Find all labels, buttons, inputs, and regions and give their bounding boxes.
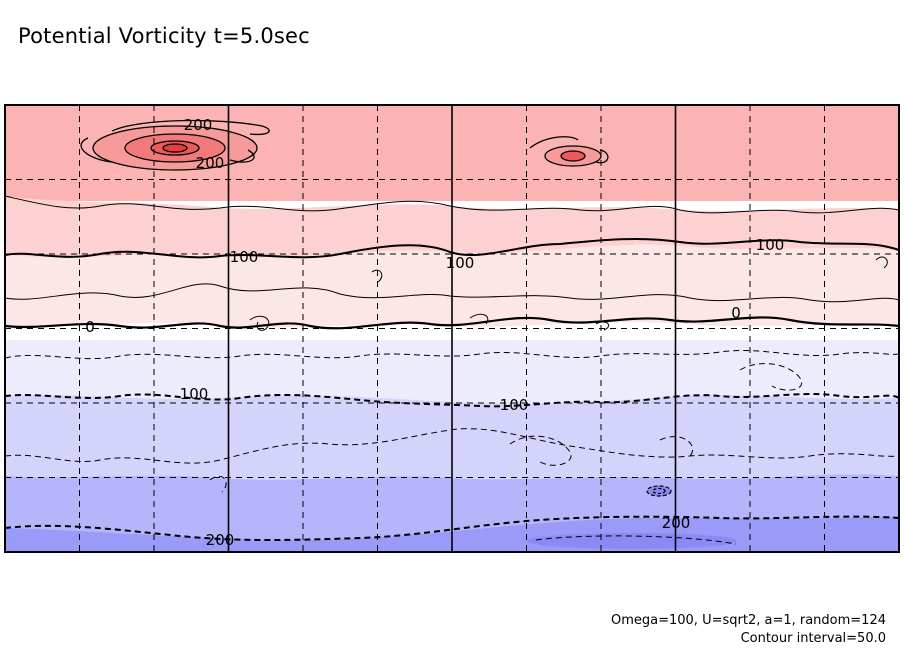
- contour-label: 100: [180, 385, 209, 403]
- contour-label: 200: [196, 154, 225, 172]
- vortex-left: [80, 119, 270, 171]
- vortex-negative: [646, 485, 672, 497]
- vortex-right: [529, 136, 609, 167]
- contour-label: 100: [756, 236, 785, 254]
- grid-major: [227, 105, 677, 552]
- contour-label: 0: [85, 318, 95, 336]
- contour-label: 0: [731, 304, 741, 322]
- contour-interval-note: Contour interval=50.0: [740, 631, 886, 646]
- contour-50: [4, 283, 900, 303]
- contour-label: 100: [446, 254, 475, 272]
- contour-label: 100: [230, 248, 259, 266]
- low-pv-pool: [527, 533, 737, 549]
- parameters-note: Omega=100, U=sqrt2, a=1, random=124: [610, 613, 886, 628]
- contour-150: [4, 195, 900, 214]
- grid: [5, 105, 899, 552]
- contour-label: 200: [184, 116, 213, 134]
- contour-neg100: [4, 393, 900, 408]
- contour-100: [4, 237, 900, 259]
- contour-neg50: [4, 349, 900, 360]
- positive-contours: [4, 195, 900, 331]
- contour-zero: [4, 316, 900, 330]
- contour-label: 200: [662, 514, 691, 532]
- contour-neg150: [4, 428, 900, 464]
- contour-label: 100: [500, 396, 529, 414]
- contour-neg200: [4, 515, 900, 541]
- contour-label: 200: [206, 531, 235, 549]
- contour-labels: 200 200 100 100 100 0 0 100 100 200 200: [85, 116, 785, 549]
- chart-title: Potential Vorticity t=5.0sec: [18, 24, 310, 48]
- negative-contours: [4, 349, 900, 545]
- plot-frame: [4, 104, 900, 553]
